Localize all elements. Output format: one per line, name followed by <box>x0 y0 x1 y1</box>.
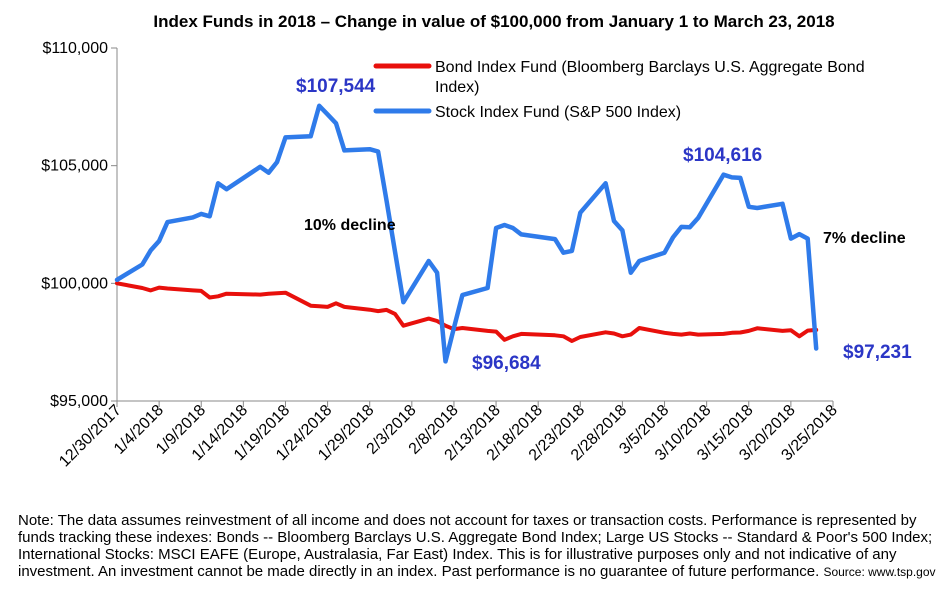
chart-series <box>114 103 819 364</box>
legend-label-bond: Bond Index Fund (Bloomberg Barclays U.S.… <box>435 59 865 76</box>
legend-label-bond: Index) <box>435 79 479 96</box>
stock-series-line <box>114 103 819 364</box>
annotation-10pct-decline: 10% decline <box>304 217 396 234</box>
footnote-text: Note: The data assumes reinvestment of a… <box>18 512 933 580</box>
source-credit: Source: www.tsp.gov <box>823 565 936 579</box>
chart-title: Index Funds in 2018 – Change in value of… <box>153 12 834 31</box>
annotation-stock-peak: $107,544 <box>296 76 376 97</box>
annotation-stock-low: $96,684 <box>472 353 541 374</box>
y-tick-label: $95,000 <box>50 393 108 410</box>
y-tick-label: $100,000 <box>41 275 108 292</box>
y-tick-label: $105,000 <box>41 158 108 175</box>
annotation-7pct-decline: 7% decline <box>823 230 906 247</box>
chart-legend: Bond Index Fund (Bloomberg Barclays U.S.… <box>373 59 865 121</box>
x-tick-label: 12/30/2017 <box>56 402 125 471</box>
bond-series-line <box>115 281 819 343</box>
annotation-stock-march-peak: $104,616 <box>683 145 762 166</box>
footnote: Note: The data assumes reinvestment of a… <box>18 512 948 581</box>
annotation-stock-end: $97,231 <box>843 342 912 363</box>
line-chart: Index Funds in 2018 – Change in value of… <box>41 12 912 471</box>
chart-annotations: $107,544 10% decline $96,684 $104,616 7% dec… <box>296 76 912 374</box>
legend-label-stock: Stock Index Fund (S&P 500 Index) <box>435 104 681 121</box>
y-tick-label: $110,000 <box>42 40 108 57</box>
